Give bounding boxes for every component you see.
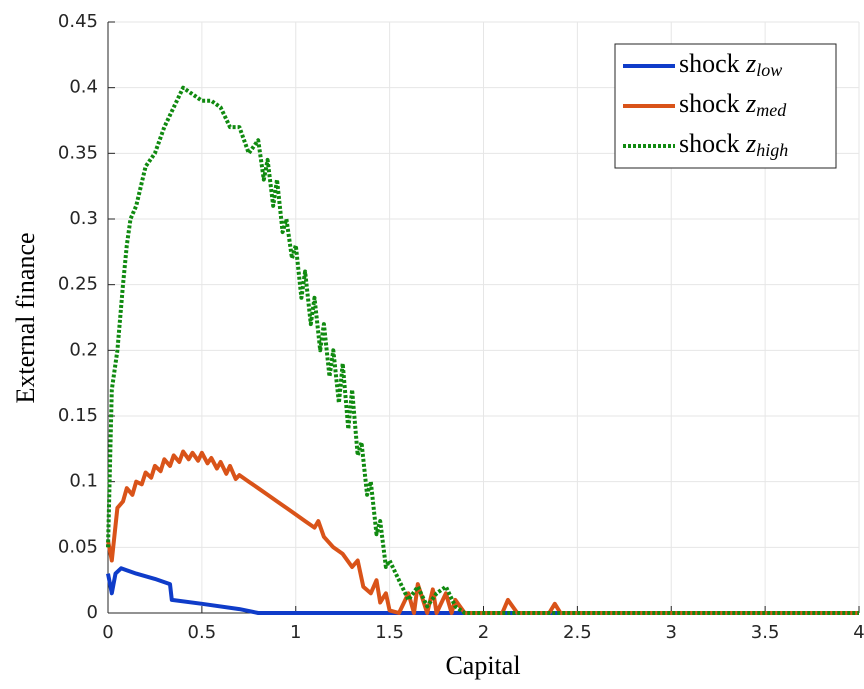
y-tick-label: 0.05 <box>58 536 98 557</box>
series-line <box>106 566 859 615</box>
y-tick-label: 0.3 <box>69 208 98 229</box>
x-tick-label: 1 <box>290 622 301 643</box>
y-tick-label: 0.4 <box>69 77 98 98</box>
series-line <box>106 449 859 615</box>
y-tick-label: 0.45 <box>58 11 98 32</box>
legend-label: shock zhigh <box>679 129 788 160</box>
y-tick-label: 0 <box>87 602 98 623</box>
x-tick-label: 0.5 <box>188 622 217 643</box>
y-tick-label: 0.35 <box>58 142 98 163</box>
x-tick-label: 2.5 <box>563 622 592 643</box>
legend-label: shock zlow <box>679 49 782 80</box>
x-tick-label: 0 <box>102 622 113 643</box>
y-tick-label: 0.15 <box>58 405 98 426</box>
y-tick-label: 0.2 <box>69 339 98 360</box>
x-axis-label: Capital <box>445 651 520 680</box>
x-tick-label: 2 <box>478 622 489 643</box>
x-tick-label: 4 <box>853 622 864 643</box>
legend-label: shock zmed <box>679 89 787 120</box>
x-tick-label: 3 <box>666 622 677 643</box>
x-tick-label: 1.5 <box>375 622 404 643</box>
y-tick-label: 0.25 <box>58 274 98 295</box>
y-tick-label: 0.1 <box>69 471 98 492</box>
x-tick-label: 3.5 <box>751 622 780 643</box>
y-axis-label: External finance <box>11 232 40 403</box>
series-line <box>106 85 859 615</box>
